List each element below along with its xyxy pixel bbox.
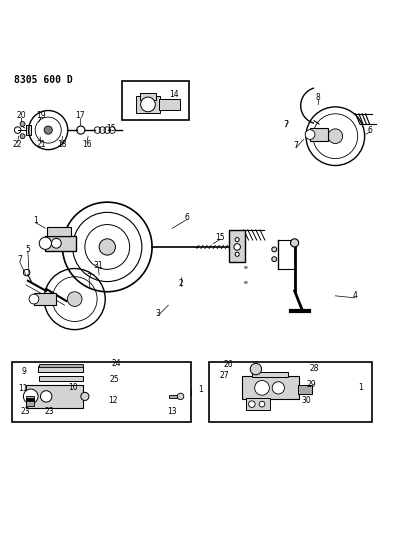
Text: 30: 30	[300, 397, 310, 406]
Circle shape	[248, 401, 254, 407]
Circle shape	[29, 294, 39, 304]
Text: 1: 1	[198, 385, 203, 394]
Circle shape	[40, 391, 52, 402]
Text: 7: 7	[17, 255, 22, 264]
Text: 5: 5	[25, 245, 30, 254]
Text: 12: 12	[108, 395, 118, 405]
Text: 18: 18	[57, 140, 66, 149]
Bar	[209, 362, 371, 422]
Text: 2: 2	[178, 279, 182, 288]
Text: 9: 9	[22, 367, 27, 376]
Text: 15: 15	[215, 233, 225, 241]
Bar	[139, 93, 156, 100]
Circle shape	[67, 292, 82, 306]
Text: 3: 3	[155, 309, 160, 318]
Circle shape	[290, 239, 298, 247]
Text: 31: 31	[93, 261, 103, 270]
Text: 7: 7	[86, 273, 91, 282]
Text: 17: 17	[74, 111, 84, 120]
Bar	[26, 395, 34, 406]
Bar	[34, 293, 56, 305]
Circle shape	[23, 389, 38, 403]
Bar	[121, 81, 188, 120]
Circle shape	[20, 134, 25, 139]
Bar	[245, 399, 270, 410]
Circle shape	[249, 364, 261, 375]
Bar	[297, 385, 311, 394]
Text: 25: 25	[110, 375, 119, 384]
Text: 1: 1	[357, 383, 362, 392]
Circle shape	[234, 238, 238, 241]
Text: 28: 28	[309, 364, 318, 373]
Bar	[45, 236, 76, 251]
Bar	[26, 385, 83, 408]
Circle shape	[327, 129, 342, 143]
Text: 10: 10	[67, 383, 77, 392]
Bar	[135, 96, 160, 112]
Text: 21: 21	[36, 140, 46, 149]
Text: 4: 4	[352, 292, 356, 300]
Bar	[241, 376, 298, 399]
Circle shape	[254, 381, 269, 395]
Text: 13: 13	[166, 407, 176, 416]
Bar	[11, 362, 190, 422]
Bar	[169, 395, 179, 398]
Text: 7: 7	[283, 120, 288, 130]
Text: 15: 15	[106, 124, 115, 133]
Text: 11: 11	[18, 384, 27, 393]
Bar	[39, 364, 83, 367]
Text: 22: 22	[13, 140, 22, 149]
Text: 16: 16	[82, 140, 92, 149]
Circle shape	[234, 244, 240, 250]
Text: 29: 29	[306, 380, 315, 389]
Circle shape	[234, 252, 238, 256]
Circle shape	[177, 393, 183, 400]
Bar	[229, 230, 244, 262]
Bar	[26, 125, 31, 135]
Text: 23: 23	[20, 407, 30, 416]
Bar	[251, 373, 288, 377]
Bar	[309, 128, 328, 141]
Circle shape	[272, 382, 284, 394]
Text: 8305 600 D: 8305 600 D	[13, 75, 72, 85]
Text: 27: 27	[219, 371, 229, 380]
Bar	[159, 99, 179, 110]
Circle shape	[99, 239, 115, 255]
Circle shape	[39, 237, 52, 249]
Bar	[26, 399, 34, 401]
Text: 8: 8	[315, 93, 320, 102]
Text: 23: 23	[45, 407, 54, 416]
Circle shape	[304, 130, 314, 140]
Text: e: e	[243, 280, 247, 285]
Bar	[39, 376, 83, 381]
Text: 6: 6	[366, 126, 371, 134]
Text: 19: 19	[36, 110, 46, 119]
Text: 7: 7	[293, 141, 298, 150]
Circle shape	[140, 97, 155, 112]
Text: e: e	[243, 265, 247, 270]
Text: 24: 24	[112, 359, 121, 368]
Text: 1: 1	[34, 216, 38, 225]
Circle shape	[258, 401, 264, 407]
Bar	[47, 228, 71, 236]
Circle shape	[20, 122, 25, 126]
Circle shape	[52, 238, 61, 248]
Text: 26: 26	[223, 360, 233, 369]
Bar	[252, 369, 258, 375]
Circle shape	[271, 257, 276, 262]
Text: 20: 20	[16, 111, 26, 120]
Bar	[38, 366, 83, 373]
Text: 6: 6	[184, 213, 189, 222]
Circle shape	[271, 247, 276, 252]
Text: 14: 14	[169, 90, 179, 99]
Circle shape	[81, 392, 89, 400]
Circle shape	[44, 126, 52, 134]
